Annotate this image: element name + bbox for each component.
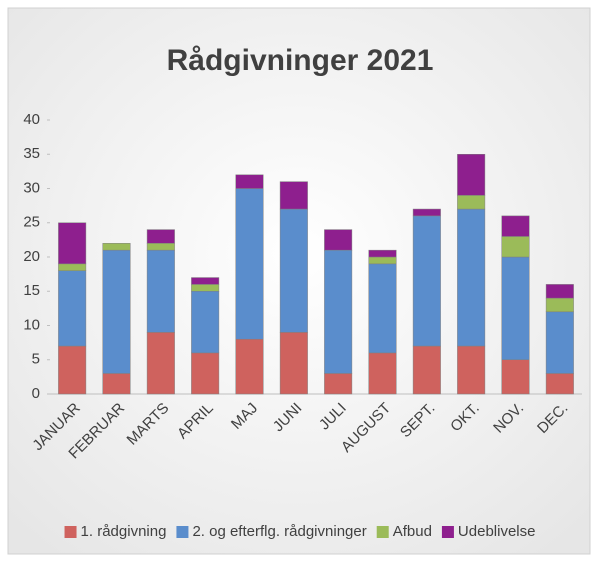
bar-segment: [501, 215, 530, 237]
bar-segment: [457, 154, 486, 196]
bar-segment: [368, 352, 397, 395]
bar-segment: [279, 332, 308, 395]
bar-segment: [191, 291, 220, 354]
bar-segment: [324, 229, 353, 251]
bar-segment: [146, 243, 175, 251]
bar-segment: [501, 236, 530, 258]
legend-swatch: [376, 526, 389, 538]
bar-segment: [191, 284, 220, 292]
legend-swatch: [441, 526, 454, 538]
bar-segment: [58, 222, 87, 265]
bar-segment: [368, 249, 397, 258]
bar-segment: [58, 270, 87, 347]
legend-label: Udeblivelse: [458, 523, 536, 540]
bar-segment: [412, 345, 441, 395]
bar-segment: [368, 256, 397, 265]
bar-segment: [412, 215, 441, 347]
y-tick-label: 35: [23, 145, 40, 162]
y-tick-label: 15: [23, 282, 40, 299]
bar-segment: [545, 284, 574, 299]
bar-segment: [457, 345, 486, 395]
y-tick-label: 10: [23, 316, 40, 333]
bar-segment: [102, 373, 131, 395]
bar-segment: [102, 243, 131, 251]
legend-label: 1. rådgivning: [81, 523, 167, 540]
legend-label: Afbud: [393, 523, 432, 540]
bar-segment: [58, 345, 87, 395]
bar-segment: [545, 373, 574, 395]
bar-segment: [324, 249, 353, 374]
y-tick-label: 5: [32, 351, 40, 368]
bar-segment: [146, 249, 175, 333]
bar-segment: [324, 373, 353, 395]
y-tick-label: 30: [23, 179, 40, 196]
bar-segment: [146, 229, 175, 244]
bar-segment: [412, 208, 441, 217]
y-tick-label: 40: [23, 111, 40, 128]
bar-segment: [146, 332, 175, 395]
legend-swatch: [176, 526, 189, 538]
bar-segment: [102, 249, 131, 374]
bar-segment: [368, 263, 397, 354]
bar-segment: [58, 263, 87, 271]
legend-label: 2. og efterflg. rådgivninger: [192, 523, 366, 540]
bar-segment: [191, 277, 220, 285]
bar-segment: [545, 311, 574, 374]
bar-segment: [279, 181, 308, 210]
bar-segment: [501, 359, 530, 395]
bar-segment: [457, 195, 486, 210]
bar-segment: [279, 208, 308, 333]
y-tick-label: 20: [23, 248, 40, 265]
y-tick-label: 0: [32, 385, 40, 402]
chart-title: Rådgivninger 2021: [167, 44, 434, 77]
bar-segment: [545, 297, 574, 313]
legend-swatch: [64, 526, 77, 538]
bar-segment: [191, 352, 220, 395]
bar-segment: [457, 208, 486, 347]
bar-segment: [235, 188, 264, 340]
bar-segment: [235, 338, 264, 395]
bar-segment: [235, 174, 264, 189]
bar-segment: [501, 256, 530, 360]
y-tick-label: 25: [23, 214, 40, 231]
